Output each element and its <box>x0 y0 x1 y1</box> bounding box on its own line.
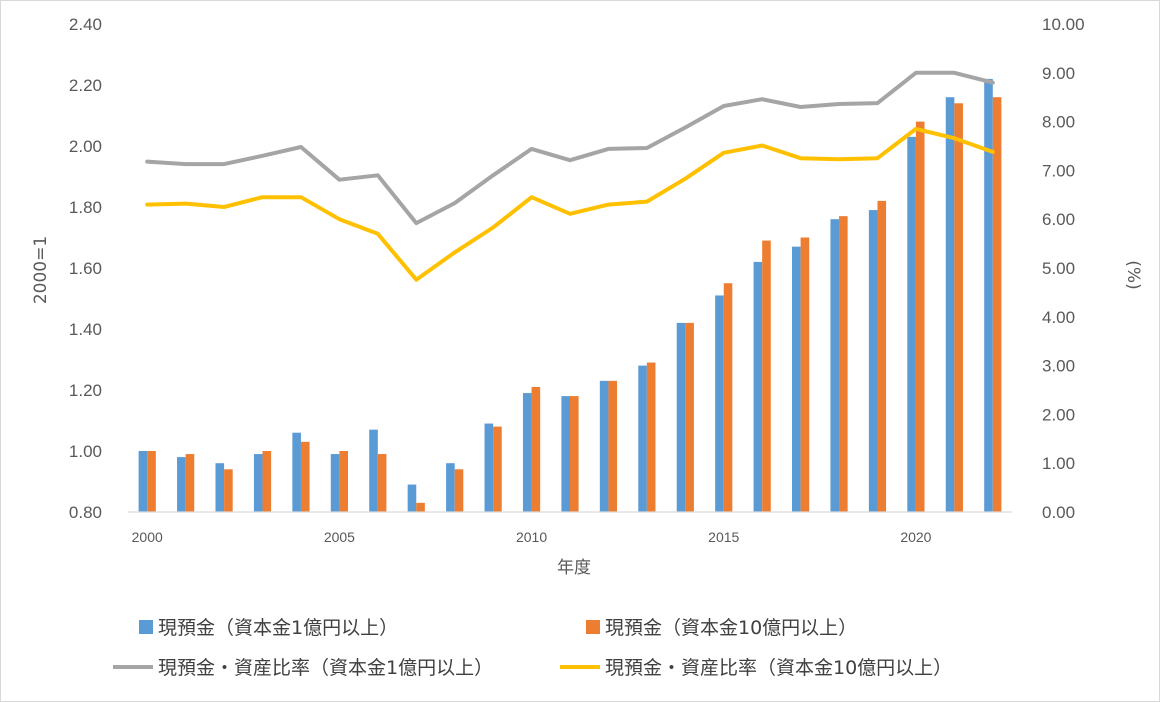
bar-series-1 <box>292 432 301 512</box>
line-series-3 <box>145 70 995 226</box>
bar-series-1 <box>177 457 186 512</box>
y-tick-label: 1.40 <box>69 320 102 339</box>
bar-series-2 <box>685 322 694 512</box>
y2-tick-label: 3.00 <box>1042 357 1075 376</box>
x-tick-label: 2005 <box>324 529 355 545</box>
bar-series-1 <box>676 322 686 512</box>
legend-label-series-4: 現預金・資産比率（資本金10億円以上） <box>605 657 952 679</box>
y-tick-label: 0.80 <box>69 503 102 522</box>
y2-tick-label: 4.00 <box>1042 308 1075 327</box>
bar-series-2 <box>185 454 195 512</box>
bar-series-2 <box>646 362 656 512</box>
y-tick-label: 1.60 <box>69 259 102 278</box>
bar-series-1 <box>830 219 840 512</box>
bar-series-2 <box>723 283 733 512</box>
x-tick-label: 2000 <box>132 529 163 545</box>
bar-series-1 <box>907 136 916 512</box>
bar-series-1 <box>599 380 609 512</box>
y2-tick-label: 6.00 <box>1042 210 1075 229</box>
bar-series-1 <box>945 97 955 512</box>
x-axis-label: 年度 <box>557 558 591 578</box>
y2-tick-label: 5.00 <box>1042 259 1075 278</box>
bar-series-2 <box>570 396 579 512</box>
bar-series-2 <box>493 426 502 512</box>
legend-label-series-2: 現預金（資本金10億円以上） <box>605 617 857 639</box>
bar-series-1 <box>638 365 647 512</box>
bar-series-2 <box>800 237 810 512</box>
y-tick-label: 1.20 <box>69 381 102 400</box>
y2-tick-label: 10.00 <box>1042 15 1085 34</box>
bar-series-2 <box>954 103 963 513</box>
bar-series-1 <box>984 78 993 513</box>
y-tick-label: 2.20 <box>69 76 102 95</box>
bar-series-1 <box>446 463 455 512</box>
bar-series-1 <box>522 393 532 512</box>
bar-series-2 <box>608 380 618 512</box>
y-tick-label: 2.40 <box>69 15 102 34</box>
bar-series-1 <box>253 454 263 512</box>
y2-axis-label: (%) <box>1123 260 1143 289</box>
bar-series-2 <box>454 469 464 512</box>
y-axis-label: 2000=1 <box>31 236 51 304</box>
bar-series-2 <box>531 386 541 512</box>
bar-series-1 <box>753 261 763 512</box>
legend-swatch-series-2 <box>586 620 600 634</box>
bar-series-1 <box>484 423 494 512</box>
bar-series-1 <box>330 454 340 512</box>
bar-series-2 <box>915 121 925 512</box>
bar-series-2 <box>992 97 1002 512</box>
x-tick-label: 2010 <box>516 529 547 545</box>
y2-tick-label: 1.00 <box>1042 454 1075 473</box>
y2-tick-label: 7.00 <box>1042 161 1075 180</box>
bar-series-2 <box>762 240 771 513</box>
legend-label-series-3: 現預金・資産比率（資本金1億円以上） <box>158 657 493 679</box>
bar-series-2 <box>147 451 156 512</box>
bar-series-2 <box>377 454 387 512</box>
bar-series-1 <box>369 429 378 512</box>
bar-series-2 <box>224 469 233 512</box>
bar-series-2 <box>416 502 425 512</box>
y2-tick-label: 9.00 <box>1042 64 1075 83</box>
legend-swatch-series-1 <box>139 620 153 634</box>
y2-tick-label: 8.00 <box>1042 113 1075 132</box>
bar-series-2 <box>339 451 348 512</box>
bar-series-1 <box>407 484 417 512</box>
y-tick-label: 2.00 <box>69 137 102 156</box>
y-tick-label: 1.00 <box>69 442 102 461</box>
bar-series-1 <box>792 246 801 512</box>
y-tick-label: 1.80 <box>69 198 102 217</box>
x-tick-label: 2015 <box>708 529 739 545</box>
y2-tick-label: 2.00 <box>1042 405 1075 424</box>
x-tick-label: 2020 <box>900 529 931 545</box>
bar-series-1 <box>868 210 878 513</box>
y2-tick-label: 0.00 <box>1042 503 1075 522</box>
legend: 現預金（資本金1億円以上） 現預金（資本金10億円以上） 現預金・資産比率（資本… <box>113 617 952 679</box>
bar-series-1 <box>561 396 570 512</box>
bar-series-2 <box>300 441 310 512</box>
line-series-4 <box>145 126 995 282</box>
bar-series-2 <box>877 200 887 512</box>
legend-label-series-1: 現預金（資本金1億円以上） <box>158 617 398 639</box>
bar-series-2 <box>262 451 272 512</box>
bar-series-1 <box>215 463 225 512</box>
bar-series-2 <box>839 216 848 512</box>
bar-series-1 <box>138 451 148 512</box>
bar-series-1 <box>715 295 724 512</box>
